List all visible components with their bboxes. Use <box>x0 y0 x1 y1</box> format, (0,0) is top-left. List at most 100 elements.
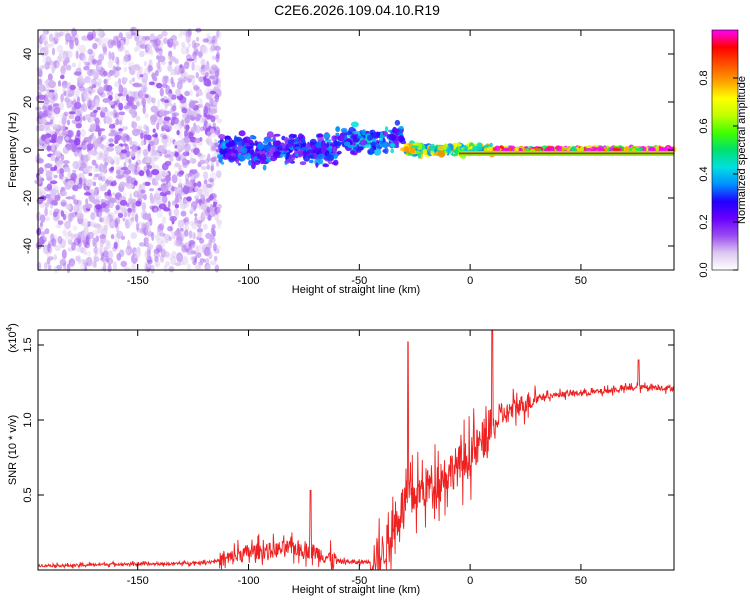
spectrogram-cell <box>161 30 168 37</box>
spectrogram-cell <box>55 128 60 135</box>
spectrogram-cell <box>92 229 99 236</box>
spectrogram-cell <box>53 254 57 261</box>
spectrogram-cell <box>39 118 48 125</box>
spectrogram-cell <box>81 258 89 264</box>
spectrogram-cell <box>65 64 72 71</box>
spectrogram-cell <box>107 39 114 49</box>
spectrogram-cell <box>188 132 194 139</box>
spectrogram-cell <box>80 162 87 169</box>
spectrogram-cell <box>182 255 189 266</box>
spectrogram-cell <box>43 28 47 38</box>
spectrogram-cell <box>108 143 115 147</box>
spectrogram-cell <box>130 264 136 271</box>
spectrogram-cell <box>209 194 214 201</box>
spectrogram-cell <box>184 229 189 237</box>
spectrogram-cell <box>208 240 213 249</box>
spectrogram-cell <box>103 150 109 157</box>
spectrogram-cell <box>211 55 216 61</box>
spectrogram-cell <box>308 159 314 164</box>
spectrogram-cell <box>54 194 61 202</box>
spectrogram-cell <box>356 135 362 139</box>
spectrogram-cell <box>87 150 95 155</box>
spectrogram-cell <box>55 160 60 167</box>
spectrogram-cell <box>184 90 191 97</box>
spectrogram-cell <box>293 134 297 138</box>
spectrogram-cell <box>155 244 163 253</box>
spectrogram-cell <box>117 93 123 97</box>
spectrogram-cell <box>67 93 73 98</box>
spectrogram-cell <box>128 79 133 85</box>
spectrogram-cell <box>189 206 194 212</box>
spectrogram-cell <box>227 155 235 161</box>
spectrogram-cell <box>333 159 339 166</box>
spectrogram-cell <box>186 110 195 116</box>
spectrogram-cell <box>143 213 149 221</box>
spectrogram-cell <box>201 210 205 216</box>
spectrogram-cell <box>118 102 124 111</box>
spectrogram-cell <box>195 245 199 254</box>
spectrogram-cell <box>452 149 458 153</box>
spectrogram-cell <box>55 224 61 229</box>
spectrogram-cell <box>151 169 160 176</box>
spectrogram-cell <box>146 164 153 170</box>
spectrogram-cell <box>88 172 93 177</box>
spectrogram-cell <box>104 206 110 214</box>
spectrogram-cell <box>81 54 87 64</box>
spectrogram-cell <box>114 145 123 153</box>
spectrogram-cell <box>123 169 132 175</box>
spectrogram-cell <box>51 238 57 247</box>
spectrogram-cell <box>142 105 146 115</box>
spectrogram-cell <box>37 78 43 86</box>
spectrogram-cell <box>114 112 120 118</box>
spectrogram-cell <box>57 138 63 145</box>
spectrogram-cell <box>100 37 107 44</box>
spectrogram-cell <box>99 143 105 149</box>
spectrogram-cell <box>73 102 82 110</box>
spectrogram-cell <box>123 143 128 147</box>
spectrogram-cell <box>299 161 307 166</box>
spectrogram-cell <box>96 106 101 111</box>
spectrogram-cell <box>209 97 214 105</box>
spectrogram-cell <box>120 260 128 268</box>
spectrogram-cell <box>200 194 205 200</box>
spectrogram-cell <box>212 75 217 83</box>
spectrogram-cell <box>145 158 151 164</box>
spectrogram-cell <box>200 64 206 70</box>
spectrogram-cell <box>403 146 410 153</box>
spectrogram-cell <box>233 135 238 144</box>
spectrogram-cell <box>150 114 158 123</box>
spectrogram-cell <box>361 129 367 136</box>
spectrogram-cell <box>38 94 46 100</box>
spectrogram-cell <box>199 137 203 142</box>
spectrogram-cell <box>180 242 185 248</box>
spectrogram-cell <box>94 37 99 42</box>
spectrogram-cell <box>334 141 342 146</box>
spectrogram-cell <box>123 266 131 272</box>
snr-y-tick-label: 0.5 <box>22 487 34 502</box>
spectrogram-cell <box>122 138 127 143</box>
spectrogram-cell <box>105 116 111 124</box>
spectrogram-cell <box>369 141 377 146</box>
spectrogram-cell <box>112 192 115 196</box>
spectrogram-cell <box>82 218 89 228</box>
spectrogram-cell <box>188 101 196 109</box>
spectrogram-cell <box>214 142 219 147</box>
spectrogram-cell <box>75 87 80 98</box>
spectrogram-cell <box>205 232 212 239</box>
spectrogram-cell <box>394 119 401 126</box>
spectrogram-cell <box>170 76 174 84</box>
spectrogram-y-tick-label: 20 <box>22 96 34 108</box>
spectrogram-cell <box>37 186 45 192</box>
spectrogram-cell <box>56 44 64 53</box>
spectrogram-cell <box>154 38 161 47</box>
spectrogram-cell <box>382 142 388 148</box>
spectrogram-cell <box>94 173 99 178</box>
spectrogram-cell <box>141 202 147 212</box>
spectrogram-cell <box>178 170 185 175</box>
spectrogram-cell <box>60 124 64 133</box>
spectrogram-cell <box>180 210 187 217</box>
spectrogram-cell <box>47 73 53 81</box>
spectrogram-cell <box>148 140 155 146</box>
spectrogram-cell <box>126 101 134 107</box>
spectrogram-cell <box>154 260 160 268</box>
